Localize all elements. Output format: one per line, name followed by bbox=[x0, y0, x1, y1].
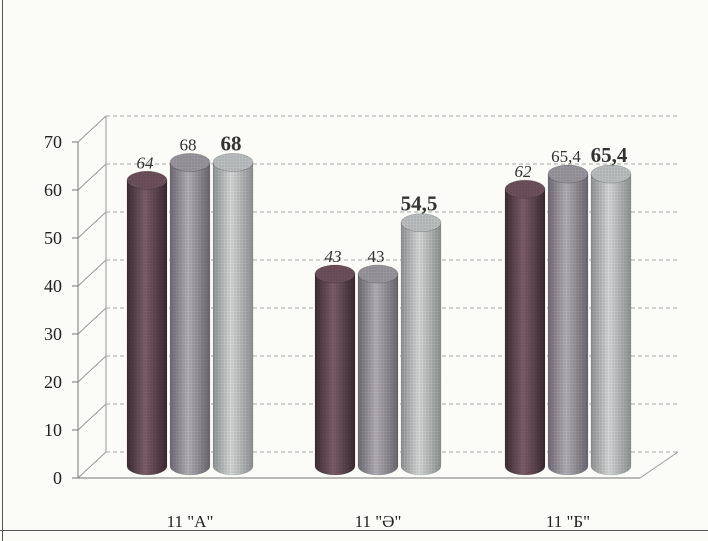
data-label: 43 bbox=[325, 247, 342, 266]
y-tick-label: 30 bbox=[44, 324, 62, 344]
bar-top-texture bbox=[170, 153, 210, 172]
grid-diagonal bbox=[77, 403, 107, 431]
y-tick-label: 10 bbox=[44, 420, 62, 440]
bar-top-texture bbox=[591, 165, 631, 184]
category-label: 11 "Ә" bbox=[355, 512, 402, 531]
data-label: 64 bbox=[137, 153, 155, 172]
bar-top-texture bbox=[315, 265, 355, 284]
bar-texture bbox=[401, 222, 441, 475]
bar-texture bbox=[213, 162, 253, 475]
bar-texture bbox=[591, 174, 631, 476]
data-label: 54,5 bbox=[401, 192, 438, 216]
bar-texture bbox=[315, 274, 355, 475]
grid-diagonal bbox=[77, 115, 107, 143]
bar-top-texture bbox=[213, 153, 253, 172]
grid-diagonal bbox=[77, 355, 107, 383]
bar-texture bbox=[548, 174, 588, 476]
y-tick-label: 0 bbox=[53, 468, 62, 488]
bar-top-texture bbox=[358, 265, 398, 284]
bar-top-texture bbox=[127, 171, 167, 190]
grid-diagonal bbox=[77, 451, 107, 479]
bar-top-texture bbox=[548, 165, 588, 184]
data-label: 65,4 bbox=[551, 147, 581, 166]
data-label: 62 bbox=[515, 162, 533, 181]
y-tick-label: 50 bbox=[44, 228, 62, 248]
data-label: 68 bbox=[180, 135, 197, 154]
category-label: 11 "Б" bbox=[546, 512, 590, 531]
y-tick-label: 70 bbox=[44, 132, 62, 152]
data-label: 68 bbox=[221, 131, 242, 155]
floor-edge bbox=[639, 451, 679, 479]
axis-layer: 0 10 20 30 40 50 60 70 11 "А" 11 "Ә" 11 "Б" bbox=[44, 116, 679, 531]
bar-top-texture bbox=[505, 180, 545, 199]
bar-texture bbox=[505, 189, 545, 475]
y-tick-label: 60 bbox=[44, 180, 62, 200]
grid-diagonal bbox=[77, 211, 107, 239]
bar-texture bbox=[170, 162, 210, 475]
frame-border-left bbox=[2, 0, 3, 541]
grid-diagonal bbox=[77, 259, 107, 287]
bars-layer bbox=[126, 153, 632, 476]
labels-layer: 64 68 68 43 43 54,5 62 65,4 65,4 bbox=[137, 131, 628, 266]
y-tick-label: 40 bbox=[44, 276, 62, 296]
data-label: 43 bbox=[368, 247, 385, 266]
grid-diagonal bbox=[77, 163, 107, 191]
grid-diagonal bbox=[77, 307, 107, 335]
category-label: 11 "А" bbox=[167, 512, 214, 531]
data-label: 65,4 bbox=[591, 143, 628, 167]
y-tick-label: 20 bbox=[44, 372, 62, 392]
bar-texture bbox=[127, 180, 167, 475]
bar-texture bbox=[358, 274, 398, 475]
bar-top-texture bbox=[401, 213, 441, 232]
frame-border-bottom bbox=[0, 530, 708, 531]
